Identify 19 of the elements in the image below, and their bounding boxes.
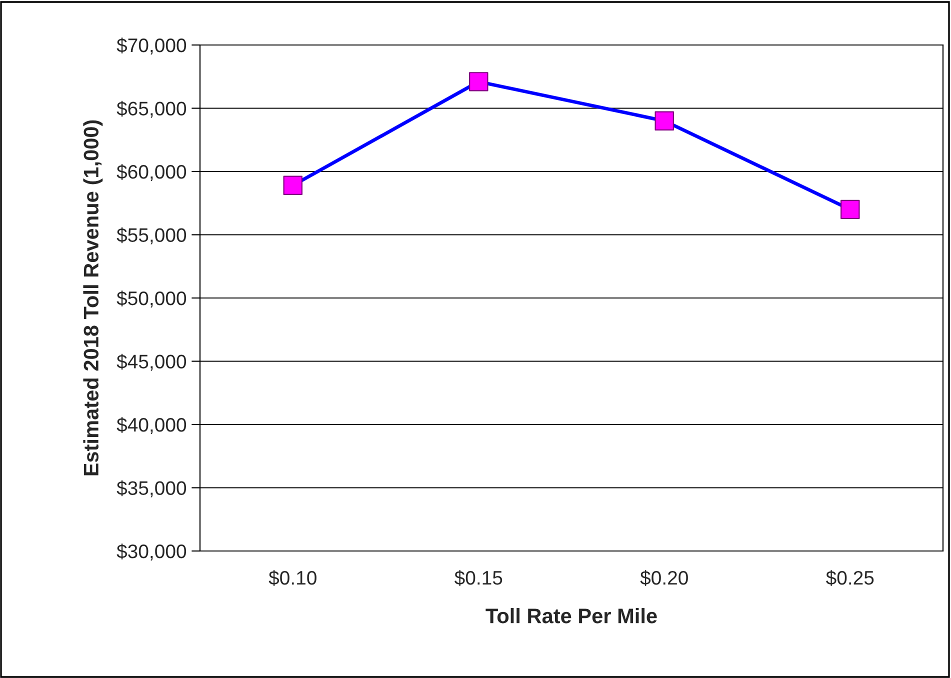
x-tick-label: $0.15 [454, 570, 502, 586]
point [283, 176, 302, 196]
y-tick-label: $35,000 [116, 480, 186, 498]
y-tick-label: $40,000 [116, 417, 186, 434]
y-tick-label: $30,000 [116, 544, 186, 561]
y-tick-label: $65,000 [116, 100, 186, 118]
y-tick-label: $60,000 [116, 164, 186, 182]
x-tick-label: $0.10 [268, 570, 316, 586]
y-axis-title: Estimated 2018 Toll Revenue (1,000) [83, 120, 103, 476]
x-tick-label: $0.20 [640, 570, 688, 586]
x-tick-label: $0.25 [826, 570, 874, 586]
y-tick-label: $55,000 [116, 227, 186, 244]
y-tick-label: $45,000 [116, 354, 186, 371]
point [469, 72, 488, 92]
point [654, 111, 674, 131]
y-tick-label: $70,000 [116, 38, 186, 55]
point [840, 200, 860, 220]
y-tick-label: $50,000 [116, 290, 186, 308]
x-axis-title: Toll Rate Per Mile [486, 608, 657, 624]
